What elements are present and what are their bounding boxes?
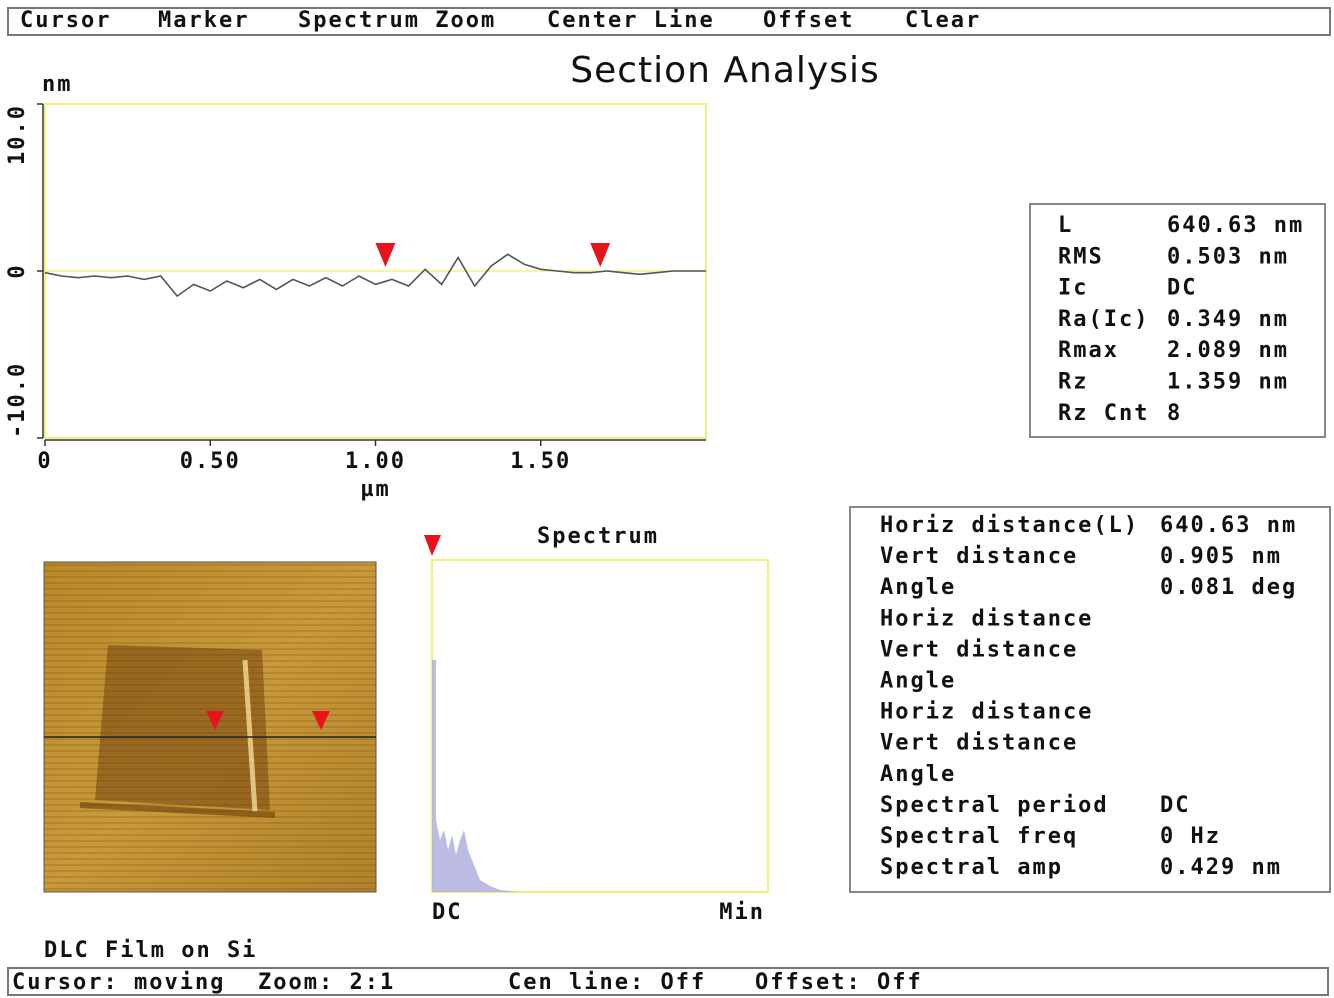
x-tick-label: 1.50 xyxy=(510,449,571,474)
measure-value: 0.081 deg xyxy=(1160,575,1297,600)
measure-label: Spectral amp xyxy=(880,855,1063,880)
measure-label: Vert distance xyxy=(880,731,1078,756)
stat-value: 2.089 nm xyxy=(1167,338,1289,363)
stat-label: Rz Cnt xyxy=(1058,401,1149,426)
x-tick-label: 0.50 xyxy=(180,449,241,474)
stat-value: 8 xyxy=(1167,401,1182,426)
stat-label: RMS xyxy=(1058,244,1104,269)
status-item: Cen line: Off xyxy=(508,970,706,995)
x-unit: µm xyxy=(360,477,391,502)
spectrum-start-label: DC xyxy=(432,900,463,925)
menu-item[interactable]: Clear xyxy=(905,8,981,33)
stat-label: Ra(Ic) xyxy=(1058,307,1149,332)
menu-item[interactable]: Offset xyxy=(763,8,854,33)
measure-label: Horiz distance xyxy=(880,606,1093,631)
screen: Section Analysis Spectrum DC Min DLC Fil… xyxy=(0,0,1334,998)
measure-label: Vert distance xyxy=(880,544,1078,569)
cursor-marker xyxy=(590,243,610,267)
spectrum-end-label: Min xyxy=(719,900,765,925)
stat-label: Rmax xyxy=(1058,338,1119,363)
status-item: Cursor: moving xyxy=(12,970,225,995)
status-item: Zoom: 2:1 xyxy=(258,970,395,995)
measure-label: Horiz distance xyxy=(880,700,1093,725)
cursor-marker xyxy=(375,243,395,267)
status-item: Offset: Off xyxy=(755,970,923,995)
stat-value: 0.503 nm xyxy=(1167,244,1289,269)
y-unit: nm xyxy=(42,72,73,97)
y-tick-label: -10.0 xyxy=(5,362,30,438)
measure-label: Angle xyxy=(880,762,956,787)
spectrum-frame xyxy=(432,560,768,892)
menu-item[interactable]: Cursor xyxy=(20,8,111,33)
x-tick-label: 1.00 xyxy=(345,449,406,474)
measure-value: 640.63 nm xyxy=(1160,513,1297,538)
title: Section Analysis xyxy=(570,50,880,91)
menu-item[interactable]: Center Line xyxy=(547,8,715,33)
stat-label: Ic xyxy=(1058,276,1089,301)
measure-label: Horiz distance(L) xyxy=(880,513,1139,538)
y-tick-label: 0 xyxy=(5,263,30,278)
profile-line xyxy=(45,254,706,296)
measure-label: Spectral freq xyxy=(880,824,1078,849)
stat-value: DC xyxy=(1167,276,1198,301)
measure-value: DC xyxy=(1160,793,1191,818)
measure-value: 0 Hz xyxy=(1160,824,1221,849)
measure-label: Angle xyxy=(880,575,956,600)
stat-value: 0.349 nm xyxy=(1167,307,1289,332)
spectrum-title: Spectrum xyxy=(537,524,659,549)
y-tick-label: 10.0 xyxy=(5,104,30,165)
spectrum-cursor xyxy=(424,535,441,556)
stat-label: Rz xyxy=(1058,370,1089,395)
measure-label: Spectral period xyxy=(880,793,1109,818)
x-tick-label: 0 xyxy=(37,449,52,474)
afm-image xyxy=(44,562,376,892)
measure-value: 0.905 nm xyxy=(1160,544,1282,569)
measure-label: Angle xyxy=(880,669,956,694)
stat-label: L xyxy=(1058,213,1073,238)
stat-value: 640.63 nm xyxy=(1167,213,1304,238)
stat-value: 1.359 nm xyxy=(1167,370,1289,395)
menu-item[interactable]: Spectrum Zoom xyxy=(298,8,496,33)
measure-label: Vert distance xyxy=(880,637,1078,662)
menu-item[interactable]: Marker xyxy=(158,8,249,33)
image-caption: DLC Film on Si xyxy=(44,938,257,963)
measure-value: 0.429 nm xyxy=(1160,855,1282,880)
